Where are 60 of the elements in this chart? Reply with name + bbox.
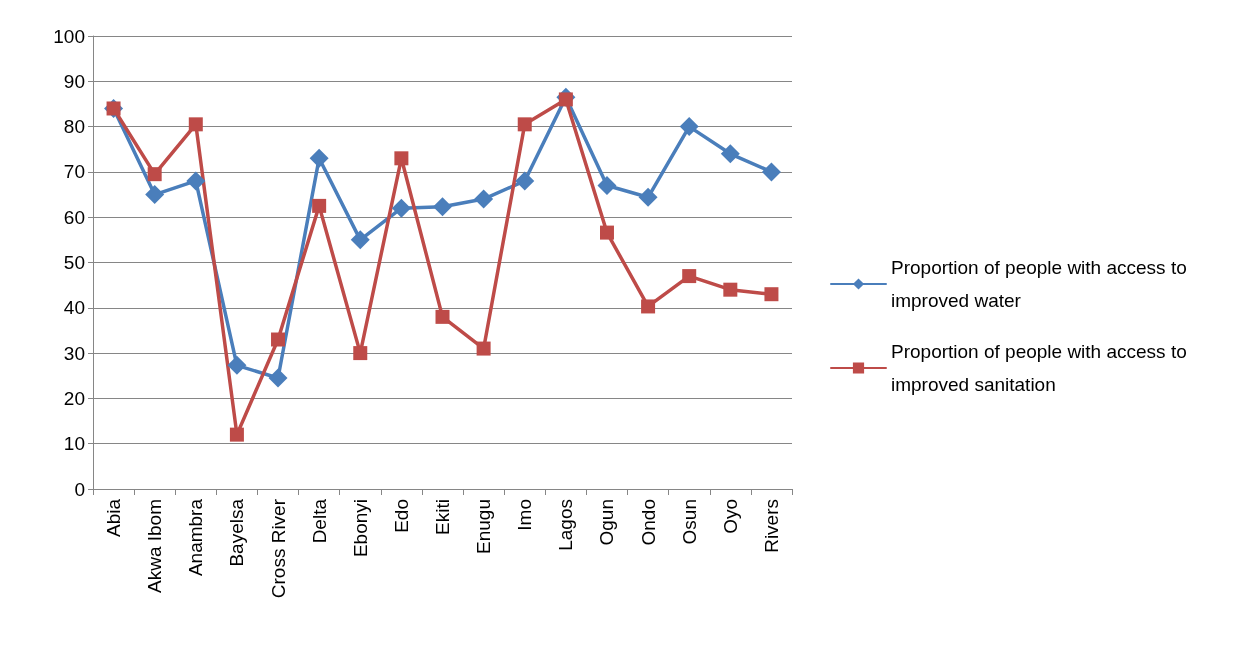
point [268,368,288,388]
x-tick-label: Abia [103,498,125,538]
point [599,225,614,240]
y-tick-label: 80 [63,116,85,138]
x-tick-label: Akwa Ibom [144,499,166,593]
y-tick-label: 50 [63,252,85,273]
x-tick-label: Oyo [719,499,741,534]
point [517,117,532,132]
point [638,187,658,207]
point [145,185,165,205]
point [188,117,203,132]
point [474,189,494,209]
point [312,198,327,213]
point [147,167,162,182]
point [309,148,329,168]
y-tick-label: 30 [63,342,85,364]
legend-label: Proportion of people with access to improved water [891,257,1193,311]
point [271,332,286,347]
y-tick-label: 70 [63,161,85,183]
y-tick-label: 0 [74,478,85,500]
x-tick-label: Imo [514,499,536,531]
point [350,230,370,250]
x-tick-label: Ekiti [432,499,453,535]
point [764,287,779,302]
x-tick-label: Edo [390,499,412,533]
x-tick-label: Cross River [267,498,289,599]
legend-label: Proportion of people with access to improved sanitation [891,341,1193,395]
point [682,269,697,284]
x-tick-label: Ondo [637,499,659,546]
x-tick-label: Lagos [555,499,577,551]
point [433,197,452,217]
point [227,355,247,375]
y-tick-label: 40 [63,297,85,319]
x-tick-label: Anambra [185,498,207,577]
point [353,346,368,361]
point [761,162,781,182]
point [229,427,244,442]
point [435,309,450,324]
y-tick-label: 60 [63,206,85,228]
point [720,144,740,164]
point [679,117,699,137]
x-tick-label: Osun [678,499,700,545]
y-tick-label: 90 [63,70,85,92]
y-tick-label: 20 [63,387,85,409]
point [515,171,535,191]
point [186,171,206,191]
point [641,299,656,314]
x-tick-label: Ogun [596,499,618,546]
x-tick-label: Rivers [760,499,782,553]
y-tick-label: 10 [63,433,85,455]
point [476,341,491,356]
y-tick-label: 100 [53,25,85,47]
point [391,198,411,218]
x-tick-label: Bayelsa [226,498,248,567]
point [394,151,409,166]
x-tick-label: Delta [308,498,330,544]
x-tick-label: Ebonyi [349,499,371,558]
point [723,282,738,297]
x-tick-label: Enugu [473,499,495,554]
point [597,175,617,195]
